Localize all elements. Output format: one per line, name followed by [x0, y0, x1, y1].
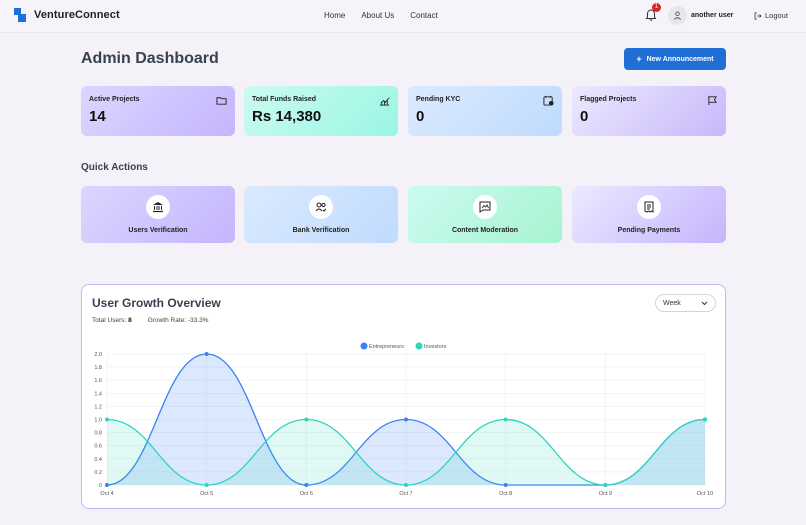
legend-label: Investors: [424, 344, 447, 350]
stat-card-flagged-projects: Flagged Projects 0: [572, 86, 726, 136]
data-point: [703, 417, 707, 422]
quick-action-label: Pending Payments: [617, 227, 681, 234]
folder-icon: [216, 97, 227, 105]
quick-action-users-verification[interactable]: Users Verification: [81, 186, 235, 243]
notification-badge: 1: [652, 3, 661, 12]
y-tick-label: 0: [99, 483, 102, 489]
data-point: [404, 483, 408, 487]
quick-action-label: Bank Verification: [292, 227, 350, 234]
data-point: [603, 483, 608, 487]
quick-action-pending-payments[interactable]: Pending Payments: [572, 186, 726, 243]
nav-home[interactable]: Home: [324, 11, 346, 20]
new-announcement-button[interactable]: + New Announcement: [624, 48, 726, 70]
chart-title: User Growth Overview: [92, 296, 221, 310]
new-announcement-label: New Announcement: [646, 55, 714, 63]
y-tick-label: 1.2: [94, 404, 102, 410]
stat-label: Pending KYC: [416, 96, 461, 103]
username[interactable]: another user: [691, 12, 734, 19]
nav-contact[interactable]: Contact: [410, 11, 438, 20]
icon-circle: [473, 195, 497, 219]
legend-marker: [415, 342, 423, 350]
quick-actions-title: Quick Actions: [81, 162, 148, 173]
y-tick-label: 0.6: [94, 444, 102, 450]
stat-value: 14: [89, 108, 106, 125]
x-tick-label: Oct 4: [100, 491, 113, 497]
data-point: [304, 417, 309, 422]
stat-label: Total Funds Raised: [252, 96, 317, 103]
user-growth-chart: 0 0.2 0.4 0.6 0.8 1.0 1.2 1.4 1.6 1.8 2.0 Oct 4 Oct …: [94, 342, 713, 497]
stat-card-pending-kyc: Pending KYC 0: [408, 86, 562, 136]
quick-action-bank-verification[interactable]: Bank Verification: [244, 186, 398, 243]
data-point: [204, 483, 209, 487]
receipt-icon: [644, 201, 654, 213]
y-tick-label: 2.0: [94, 352, 102, 358]
chat-image-icon: [479, 201, 491, 213]
period-select[interactable]: Week: [655, 294, 716, 312]
x-tick-label: Oct 10: [697, 491, 713, 497]
quick-action-label: Users Verification: [128, 227, 188, 234]
y-tick-label: 1.8: [94, 365, 102, 371]
stat-card-total-funds: Total Funds Raised Rs 14,380: [244, 86, 398, 136]
stat-label: Flagged Projects: [580, 96, 637, 103]
quick-action-content-moderation[interactable]: Content Moderation: [408, 186, 562, 243]
x-tick-label: Oct 8: [499, 491, 512, 497]
total-users: Total Users: 8: [92, 317, 132, 324]
x-tick-label: Oct 6: [300, 491, 313, 497]
legend-label: Entrepreneurs: [369, 344, 404, 350]
avatar[interactable]: [668, 6, 687, 25]
x-tick-label: Oct 9: [599, 491, 612, 497]
y-tick-label: 1.4: [94, 391, 102, 397]
user-icon: [674, 11, 681, 20]
logo-icon: [14, 8, 26, 22]
plus-icon: +: [636, 54, 642, 64]
chart-stats: Total Users: 8 Growth Rate: -33.3%: [92, 317, 208, 324]
x-tick-label: Oct 5: [200, 491, 213, 497]
page-title: Admin Dashboard: [81, 50, 219, 67]
y-tick-label: 0.8: [94, 431, 102, 437]
data-point: [304, 483, 309, 487]
logout-icon: [754, 12, 762, 19]
total-users-value: 8: [128, 317, 132, 324]
data-point: [204, 352, 209, 356]
y-tick-label: 0.4: [94, 457, 102, 463]
data-point: [105, 417, 109, 422]
stat-value: 0: [580, 108, 589, 125]
calendar-clock-icon: [543, 95, 554, 106]
icon-circle: [146, 195, 170, 219]
logout-label: Logout: [765, 11, 788, 20]
user-growth-card: User Growth Overview Total Users: 8 Grow…: [81, 284, 726, 509]
data-point: [404, 417, 408, 422]
nav-links: Home About Us Contact: [324, 11, 438, 20]
data-point: [503, 483, 508, 487]
navbar: VentureConnect Home About Us Contact 1 a…: [0, 0, 806, 33]
legend-marker: [360, 342, 368, 350]
brand-name: VentureConnect: [34, 9, 120, 21]
x-tick-label: Oct 7: [399, 491, 412, 497]
series-area: [107, 419, 705, 485]
bank-icon: [153, 202, 163, 213]
growth-rate: Growth Rate: -33.3%: [147, 317, 209, 324]
y-tick-label: 1.6: [94, 378, 102, 384]
logout-button[interactable]: Logout: [754, 11, 788, 20]
icon-circle: [309, 195, 333, 219]
data-point: [503, 417, 508, 422]
quick-action-label: Content Moderation: [451, 227, 519, 234]
trend-chart-icon: [379, 97, 390, 106]
y-tick-label: 1.0: [94, 418, 102, 424]
stat-value: Rs 14,380: [252, 108, 322, 125]
brand[interactable]: VentureConnect: [14, 8, 120, 22]
users-check-icon: [315, 202, 327, 212]
stat-label: Active Projects: [89, 96, 140, 103]
data-point: [105, 483, 109, 487]
nav-about[interactable]: About Us: [361, 11, 395, 20]
stat-value: 0: [416, 108, 425, 125]
y-tick-label: 0.2: [94, 470, 102, 476]
period-select-value: Week: [663, 299, 681, 307]
stat-card-active-projects: Active Projects 14: [81, 86, 235, 136]
icon-circle: [637, 195, 661, 219]
flag-icon: [708, 95, 718, 106]
total-users-label: Total Users:: [92, 317, 127, 324]
chevron-down-icon: [701, 301, 708, 305]
